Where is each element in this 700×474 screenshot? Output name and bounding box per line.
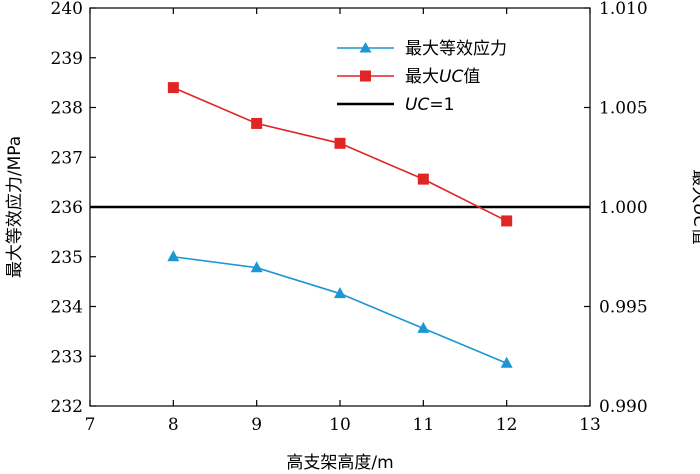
y-right-tick-label: 1.005 [599, 99, 648, 119]
x-tick-label: 8 [168, 415, 179, 435]
data-point-triangle [500, 356, 513, 368]
x-tick-label: 13 [579, 415, 601, 435]
y-right-tick-label: 1.010 [599, 0, 648, 19]
series-layer [167, 82, 513, 368]
data-point-triangle [334, 287, 346, 299]
y-right-tick-label: 0.990 [599, 397, 648, 417]
legend-triangle-marker [359, 42, 372, 53]
y-left-tick-label: 239 [51, 49, 83, 69]
data-point-square [167, 82, 179, 94]
data-point-triangle [167, 250, 180, 262]
y-left-tick-label: 240 [51, 0, 83, 19]
y-left-tick-label: 237 [51, 148, 83, 168]
x-tick-label: 7 [85, 415, 96, 435]
data-point-square [334, 137, 346, 149]
series-line-1 [173, 86, 508, 222]
x-tick-label: 12 [496, 415, 518, 435]
x-tick-label: 11 [413, 415, 435, 435]
y-left-tick-label: 232 [51, 397, 83, 417]
y-axis-right-title: 最大UC值 [689, 169, 700, 244]
y-left-tick-label: 233 [51, 347, 83, 367]
ticks-layer [89, 7, 591, 407]
data-point-square [417, 173, 429, 185]
data-point-square [251, 117, 263, 129]
legend: 最大等效应力 最大UC值 UC=1 [337, 39, 507, 115]
legend-square-marker [360, 70, 371, 82]
x-tick-label: 9 [251, 415, 262, 435]
data-point-triangle [417, 321, 430, 333]
legend-label-ref: UC=1 [405, 95, 454, 115]
y-left-tick-label: 234 [51, 298, 83, 318]
data-point-square [501, 215, 513, 227]
y-right-tick-label: 0.995 [599, 298, 648, 318]
legend-label-uc: 最大UC值 [405, 67, 480, 87]
y-right-tick-label: 1.000 [599, 198, 648, 218]
y-left-tick-label: 236 [51, 198, 83, 218]
data-point-triangle [250, 261, 263, 273]
series-line-0 [173, 255, 507, 364]
y-left-tick-label: 238 [51, 99, 83, 119]
x-axis-title: 高支架高度/m [286, 453, 393, 473]
y-left-tick-label: 235 [51, 248, 83, 268]
tick-labels-layer: 7 8 9 10 11 12 13 232 233 234 235 236 237 238 239 240 0.… [51, 0, 648, 435]
y-axis-left-title: 最大等效应力/MPa [5, 136, 25, 278]
x-tick-label: 10 [329, 415, 351, 435]
legend-label-stress: 最大等效应力 [405, 39, 507, 59]
